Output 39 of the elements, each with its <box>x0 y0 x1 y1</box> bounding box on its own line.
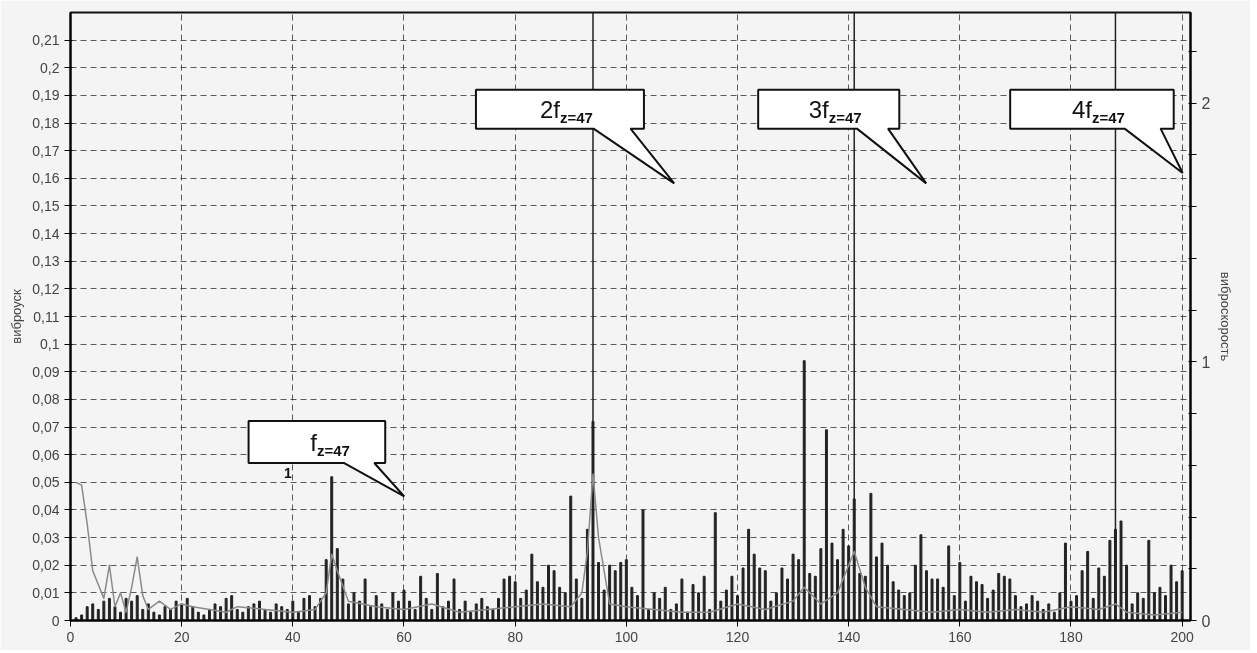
y-tick-label: 0,02 <box>32 557 60 574</box>
y-axis-title: виброуск <box>9 288 25 344</box>
annotation: 1 <box>283 465 292 482</box>
y-tick-label: 0,17 <box>32 142 60 159</box>
x-tick-label: 20 <box>173 628 190 645</box>
y-tick-label: 0,05 <box>32 474 60 491</box>
x-tick-label: 200 <box>1170 628 1195 645</box>
y-tick-label: 0,07 <box>32 419 60 436</box>
y2-tick-label: 1 <box>1201 353 1211 371</box>
x-tick-label: 160 <box>948 628 972 645</box>
y-tick-label: 0 <box>51 612 60 629</box>
y-tick-label: 0,1 <box>40 336 60 353</box>
y-tick-label: 0,04 <box>32 501 60 518</box>
y-tick-label: 0,14 <box>32 225 60 242</box>
y-tick-label: 0,2 <box>40 59 60 76</box>
y2-axis-title: виброскорость <box>1218 271 1234 362</box>
x-tick-label: 180 <box>1059 628 1083 645</box>
y2-tick-label: 0 <box>1201 612 1211 630</box>
y-tick-label: 0,03 <box>32 529 60 546</box>
y-tick-label: 0,08 <box>32 391 60 408</box>
y-tick-label: 0,13 <box>32 253 60 270</box>
x-tick-label: 140 <box>836 628 861 645</box>
x-tick-label: 100 <box>614 628 639 645</box>
y-tick-label: 0,19 <box>32 87 60 104</box>
y-tick-label: 0,16 <box>32 170 60 187</box>
x-tick-label: 60 <box>396 628 412 645</box>
x-tick-label: 0 <box>66 628 75 645</box>
x-tick-label: 120 <box>725 628 750 645</box>
y-tick-label: 0,15 <box>32 197 60 214</box>
y2-tick-label: 2 <box>1201 95 1211 113</box>
x-tick-label: 80 <box>507 628 524 645</box>
y-tick-label: 0,06 <box>32 446 60 463</box>
y-tick-label: 0,11 <box>33 308 60 325</box>
x-tick-label: 40 <box>285 628 301 645</box>
y-tick-label: 0,01 <box>32 584 60 601</box>
y-tick-label: 0,12 <box>32 280 60 297</box>
y-tick-label: 0,09 <box>32 363 60 380</box>
y-tick-label: 0,21 <box>32 32 60 49</box>
y-tick-label: 0,18 <box>32 115 60 132</box>
